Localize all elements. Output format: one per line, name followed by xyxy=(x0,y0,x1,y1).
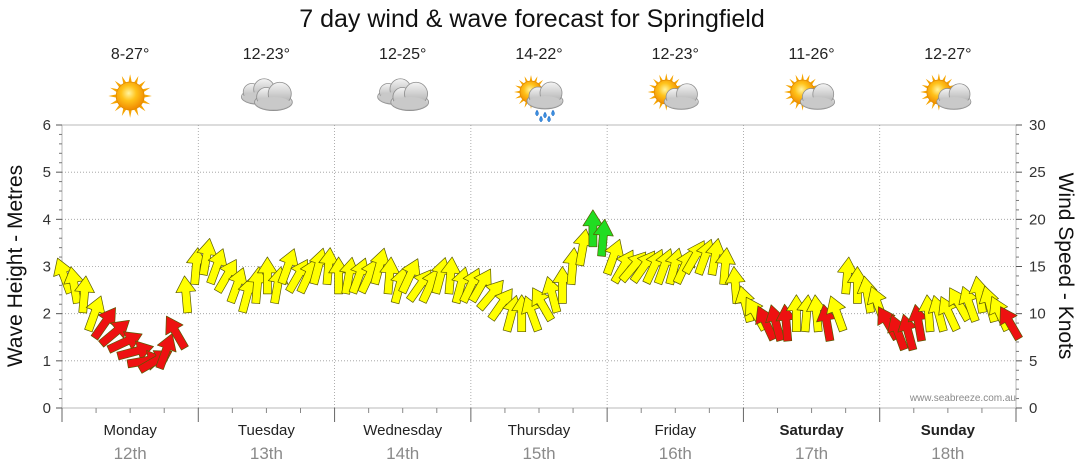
temperature-range-label: 12-27° xyxy=(924,46,971,63)
wind-arrow xyxy=(999,306,1023,342)
day-date-label: 12th xyxy=(114,444,147,463)
y-left-tick-label: 4 xyxy=(43,211,51,228)
wind-arrow xyxy=(826,295,848,333)
cloudy-icon xyxy=(377,78,430,112)
temperature-range-label: 12-23° xyxy=(652,46,699,63)
y-left-tick-label: 6 xyxy=(43,117,51,134)
y-right-tick-label: 15 xyxy=(1029,259,1046,276)
y-axis-right-label: Wind Speed - Knots xyxy=(1054,173,1077,360)
y-left-tick-label: 5 xyxy=(43,164,51,181)
wind-arrow xyxy=(98,319,130,348)
day-name-label: Friday xyxy=(654,422,696,439)
wind-arrow xyxy=(175,275,197,314)
wind-arrow xyxy=(155,333,177,371)
day-date-label: 14th xyxy=(386,444,419,463)
y-left-tick-label: 3 xyxy=(43,259,51,276)
y-right-tick-label: 30 xyxy=(1029,117,1046,134)
temperature-range-label: 14-22° xyxy=(515,46,562,63)
wind-arrow xyxy=(531,287,555,323)
day-name-label: Wednesday xyxy=(363,422,442,439)
day-date-label: 15th xyxy=(522,444,555,463)
y-left-tick-label: 2 xyxy=(43,306,51,323)
wind-arrow xyxy=(593,218,614,257)
wind-arrow xyxy=(715,247,736,286)
temperature-range-label: 12-25° xyxy=(379,46,426,63)
y-right-tick-label: 0 xyxy=(1029,400,1037,417)
day-name-label: Monday xyxy=(103,422,157,439)
temperature-range-label: 12-23° xyxy=(243,46,290,63)
showers-icon xyxy=(514,75,564,123)
day-name-label: Thursday xyxy=(508,422,571,439)
wind-arrow xyxy=(74,275,95,314)
day-date-label: 17th xyxy=(795,444,828,463)
y-left-tick-label: 1 xyxy=(43,353,51,370)
y-left-tick-label: 0 xyxy=(43,400,51,417)
sunny-icon xyxy=(108,74,152,118)
day-date-label: 18th xyxy=(931,444,964,463)
temperature-range-label: 11-26° xyxy=(789,46,835,63)
day-name-label: Tuesday xyxy=(238,422,295,439)
chart-title: 7 day wind & wave forecast for Springfie… xyxy=(299,5,765,33)
day-date-label: 13th xyxy=(250,444,283,463)
partly-cloudy-icon xyxy=(784,73,836,111)
y-right-tick-label: 25 xyxy=(1029,164,1046,181)
y-right-tick-label: 20 xyxy=(1029,211,1046,228)
partly-cloudy-icon xyxy=(920,73,972,111)
wind-arrow xyxy=(165,315,189,351)
day-name-label: Saturday xyxy=(779,422,844,439)
y-axis-left-label: Wave Height - Metres xyxy=(4,165,27,367)
temperature-range-label: 8-27° xyxy=(111,46,149,63)
cloudy-icon xyxy=(240,78,293,112)
day-date-label: 16th xyxy=(659,444,692,463)
y-right-tick-label: 10 xyxy=(1029,306,1046,323)
credit-text: www.seabreeze.com.au xyxy=(909,393,1016,404)
partly-cloudy-icon xyxy=(647,73,699,111)
day-name-label: Sunday xyxy=(921,422,976,439)
y-right-tick-label: 5 xyxy=(1029,353,1037,370)
